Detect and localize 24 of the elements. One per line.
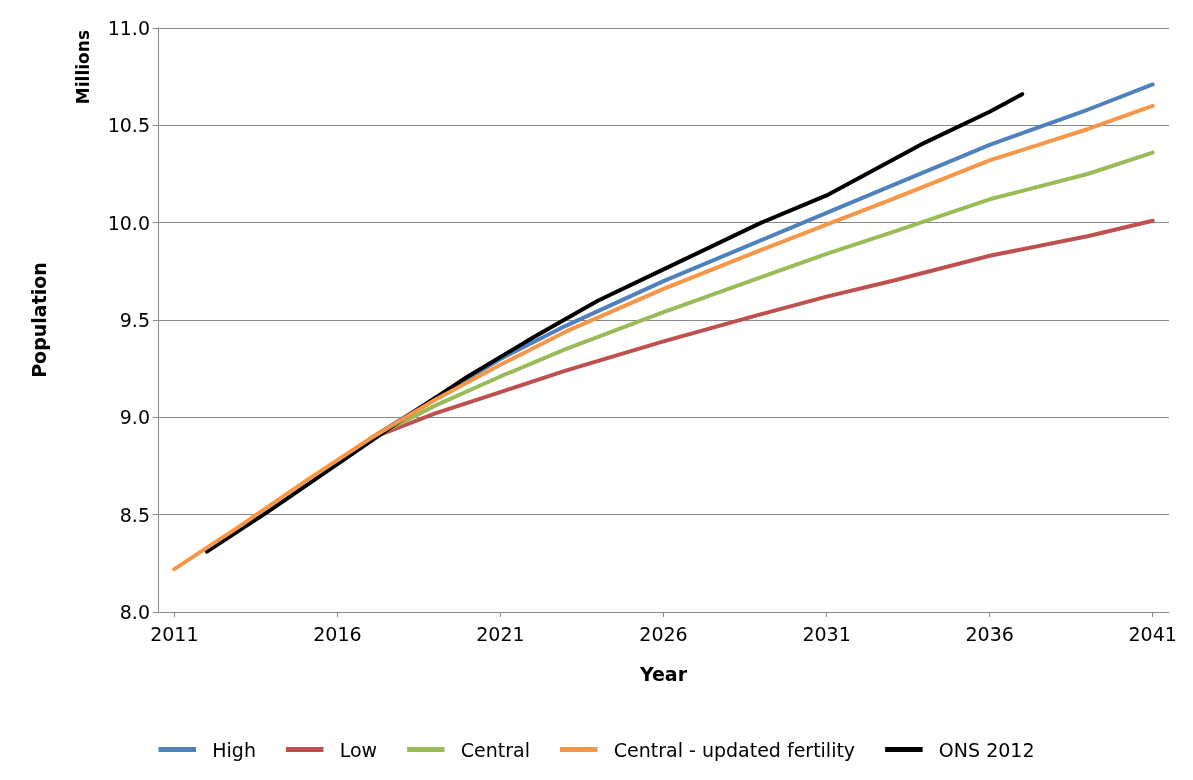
x-tick-label: 2036: [965, 622, 1014, 645]
legend-label: High: [212, 738, 256, 761]
text: Millions: [72, 29, 93, 105]
legend-label: Central - updated fertility: [613, 738, 856, 761]
x-tick-label: 2026: [639, 622, 688, 645]
y-tick-label: 10.0: [107, 211, 150, 234]
legend-label: Low: [339, 738, 378, 761]
x-axis-title: Year: [638, 662, 688, 685]
y-tick-label: 11.0: [107, 17, 150, 39]
line-series: [204, 92, 1025, 554]
x-tick-label: 2041: [1128, 622, 1177, 645]
y-tick-label: 9.0: [119, 406, 150, 429]
y-tick-label: 8.5: [119, 503, 150, 526]
x-tick-label: 2011: [150, 622, 199, 645]
y-tick-label: 8.0: [119, 601, 150, 623]
y-tick-label: 9.5: [119, 309, 150, 331]
line-series: [172, 103, 1155, 572]
legend-label: Central: [460, 738, 531, 761]
y-tick-label: 10.5: [107, 114, 150, 137]
legend-label: ONS 2012: [938, 738, 1035, 761]
x-tick-label: 2031: [802, 622, 851, 645]
y-axis-title: Population: [27, 262, 50, 378]
x-tick-label: 2016: [313, 622, 362, 645]
x-tick-label: 2021: [476, 622, 525, 645]
